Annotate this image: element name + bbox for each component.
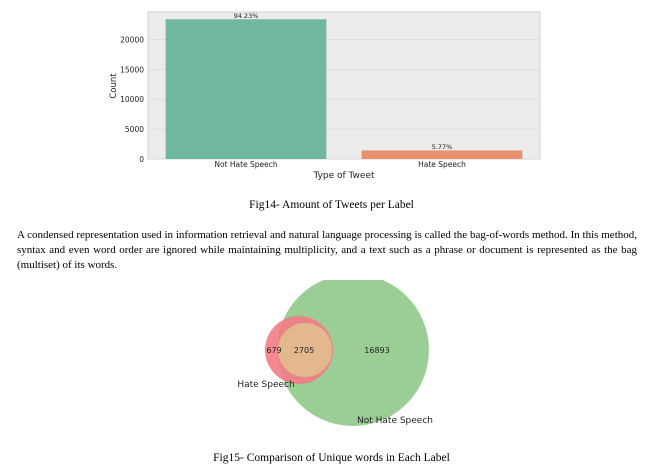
venn-label-not-hate-speech: Not Hate Speech [357,416,433,426]
venn-overlap-count: 2705 [294,346,314,355]
bar-chart: 0 5000 10000 15000 20000 94.23% 5.77% Not Hat… [109,11,541,181]
x-axis-label: Type of Tweet [312,171,375,181]
venn-overlap [278,323,332,377]
venn-left-only-count: 679 [266,346,281,355]
y-tick-label: 20000 [120,35,144,44]
y-tick-label: 15000 [120,65,144,74]
bar-hate-speech [361,150,523,159]
bar-not-hate-speech [165,19,327,159]
y-tick-label: 5000 [125,125,144,134]
x-tick-label: Not Hate Speech [214,160,278,169]
x-tick-label: Hate Speech [418,160,466,169]
bar-data-label: 5.77% [432,143,453,151]
fig15-caption: Fig15- Comparison of Unique words in Eac… [213,452,450,464]
body-paragraph: A condensed representation used in infor… [17,229,637,271]
bar-data-label: 94.23% [234,12,259,20]
venn-right-only-count: 16893 [364,346,389,355]
y-tick-label: 0 [139,155,144,164]
y-tick-label: 10000 [120,95,144,104]
venn-diagram: 679 2705 16893 Hate Speech Not Hate Spee… [237,280,433,426]
y-axis-label: Count [109,73,119,99]
venn-label-hate-speech: Hate Speech [237,380,294,390]
fig14-caption: Fig14- Amount of Tweets per Label [249,199,414,211]
venn-circle-not-hate-speech [277,280,429,426]
